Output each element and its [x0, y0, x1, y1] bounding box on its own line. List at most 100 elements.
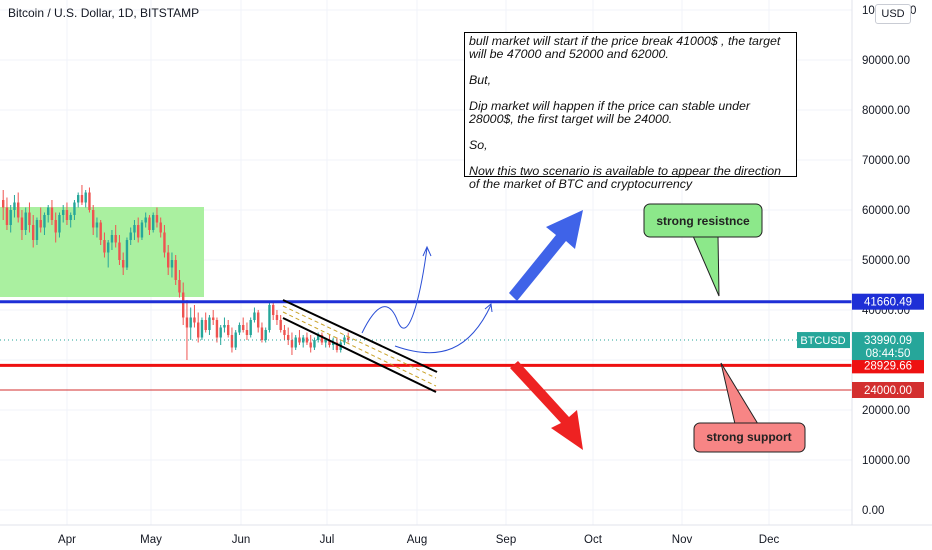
- candle: [204, 312, 207, 333]
- bear-arrow: [510, 361, 583, 450]
- candle: [125, 237, 129, 270]
- candle-body: [212, 317, 215, 320]
- candle: [133, 220, 136, 240]
- candle-body: [260, 327, 264, 340]
- candle: [223, 317, 226, 333]
- candle-body: [73, 202, 76, 215]
- candle-body: [17, 202, 20, 218]
- analysis-note: bull market will start if the price brea…: [464, 32, 797, 191]
- candle: [167, 245, 170, 275]
- y-tick-label: 60000.00: [862, 205, 910, 217]
- candle: [305, 332, 309, 345]
- candle: [159, 217, 162, 238]
- candle-body: [185, 317, 189, 328]
- candle-body: [215, 320, 219, 338]
- currency-button[interactable]: USD: [875, 4, 911, 24]
- candle-body: [92, 210, 95, 228]
- candle-body: [170, 260, 174, 268]
- candle-body: [313, 340, 316, 348]
- candle: [80, 185, 84, 205]
- note-dip: Dip market will happen if the price can …: [469, 99, 751, 126]
- candle: [272, 302, 275, 320]
- candle: [69, 212, 72, 228]
- candle: [320, 332, 324, 345]
- candle: [103, 232, 106, 258]
- candle-body: [148, 217, 151, 230]
- candle-body: [125, 240, 129, 268]
- candle: [287, 327, 290, 345]
- candle: [260, 322, 264, 343]
- candle-body: [279, 320, 282, 330]
- svg-text:BTCUSD: BTCUSD: [800, 335, 845, 347]
- candle-body: [62, 210, 65, 215]
- candle: [219, 325, 222, 345]
- candle: [17, 192, 20, 223]
- candle-body: [234, 332, 237, 348]
- candle: [264, 327, 267, 343]
- svg-text:41660.49: 41660.49: [864, 297, 912, 309]
- support-callout[interactable]: strong support: [693, 362, 806, 453]
- candle-body: [99, 222, 102, 240]
- candle: [20, 210, 24, 240]
- descending-channel[interactable]: [282, 299, 438, 393]
- candle-body: [294, 337, 297, 348]
- candle: [253, 307, 256, 323]
- candle: [148, 215, 151, 235]
- candle: [174, 255, 177, 285]
- candle: [107, 240, 110, 268]
- candle-body: [65, 210, 69, 220]
- consolidation-zone: [0, 207, 204, 297]
- candle: [249, 317, 252, 338]
- chart-title: Bitcoin / U.S. Dollar, 1D, BITSTAMP: [8, 6, 200, 20]
- candle-body: [182, 292, 185, 318]
- note-so: So,: [469, 138, 488, 152]
- y-tick-label: 50000.00: [862, 255, 910, 267]
- resistance-callout[interactable]: strong resistnce: [643, 203, 763, 297]
- candle-body: [118, 242, 121, 260]
- y-tick-label: 90000.00: [862, 55, 910, 67]
- candle: [95, 217, 99, 238]
- candle: [152, 212, 155, 233]
- candle-body: [197, 322, 200, 338]
- candle-body: [204, 320, 207, 330]
- candle-body: [305, 337, 309, 343]
- y-axis: 100000.0090000.0080000.0070000.0060000.0…: [862, 5, 916, 517]
- candle: [58, 212, 61, 238]
- price-label-resistance: 41660.49: [852, 293, 924, 310]
- candle-body: [302, 337, 305, 343]
- candle-body: [152, 215, 155, 230]
- x-tick-label: Nov: [672, 534, 693, 546]
- candle: [144, 212, 147, 228]
- candle: [110, 230, 114, 250]
- y-tick-label: 10000.00: [862, 455, 910, 467]
- candle: [170, 252, 174, 278]
- candle-body: [88, 192, 91, 210]
- candle-body: [122, 260, 125, 268]
- candle: [99, 220, 102, 245]
- candle-body: [178, 280, 181, 293]
- x-tick-label: May: [140, 534, 162, 546]
- candle-body: [69, 215, 72, 220]
- candle: [65, 202, 69, 225]
- candle: [62, 205, 65, 223]
- y-tick-label: 80000.00: [862, 105, 910, 117]
- y-tick-label: 20000.00: [862, 405, 910, 417]
- candle: [245, 322, 249, 340]
- candle: [118, 235, 121, 265]
- candle-body: [328, 340, 331, 345]
- candle-body: [275, 315, 279, 320]
- candle: [208, 315, 211, 335]
- candle-body: [268, 305, 271, 330]
- resistance-callout-label: strong resistnce: [656, 214, 750, 228]
- candle-body: [9, 210, 12, 225]
- candle: [39, 207, 42, 233]
- note-scenario: Now this two scenario is available to ap…: [469, 164, 781, 191]
- candle: [88, 187, 91, 213]
- x-axis: Apr May Jun Jul Aug Sep Oct Nov Dec: [58, 534, 779, 546]
- candle: [302, 335, 305, 348]
- symbol-tag: BTCUSD: [797, 332, 850, 349]
- candle: [178, 270, 181, 298]
- candle-body: [230, 335, 234, 348]
